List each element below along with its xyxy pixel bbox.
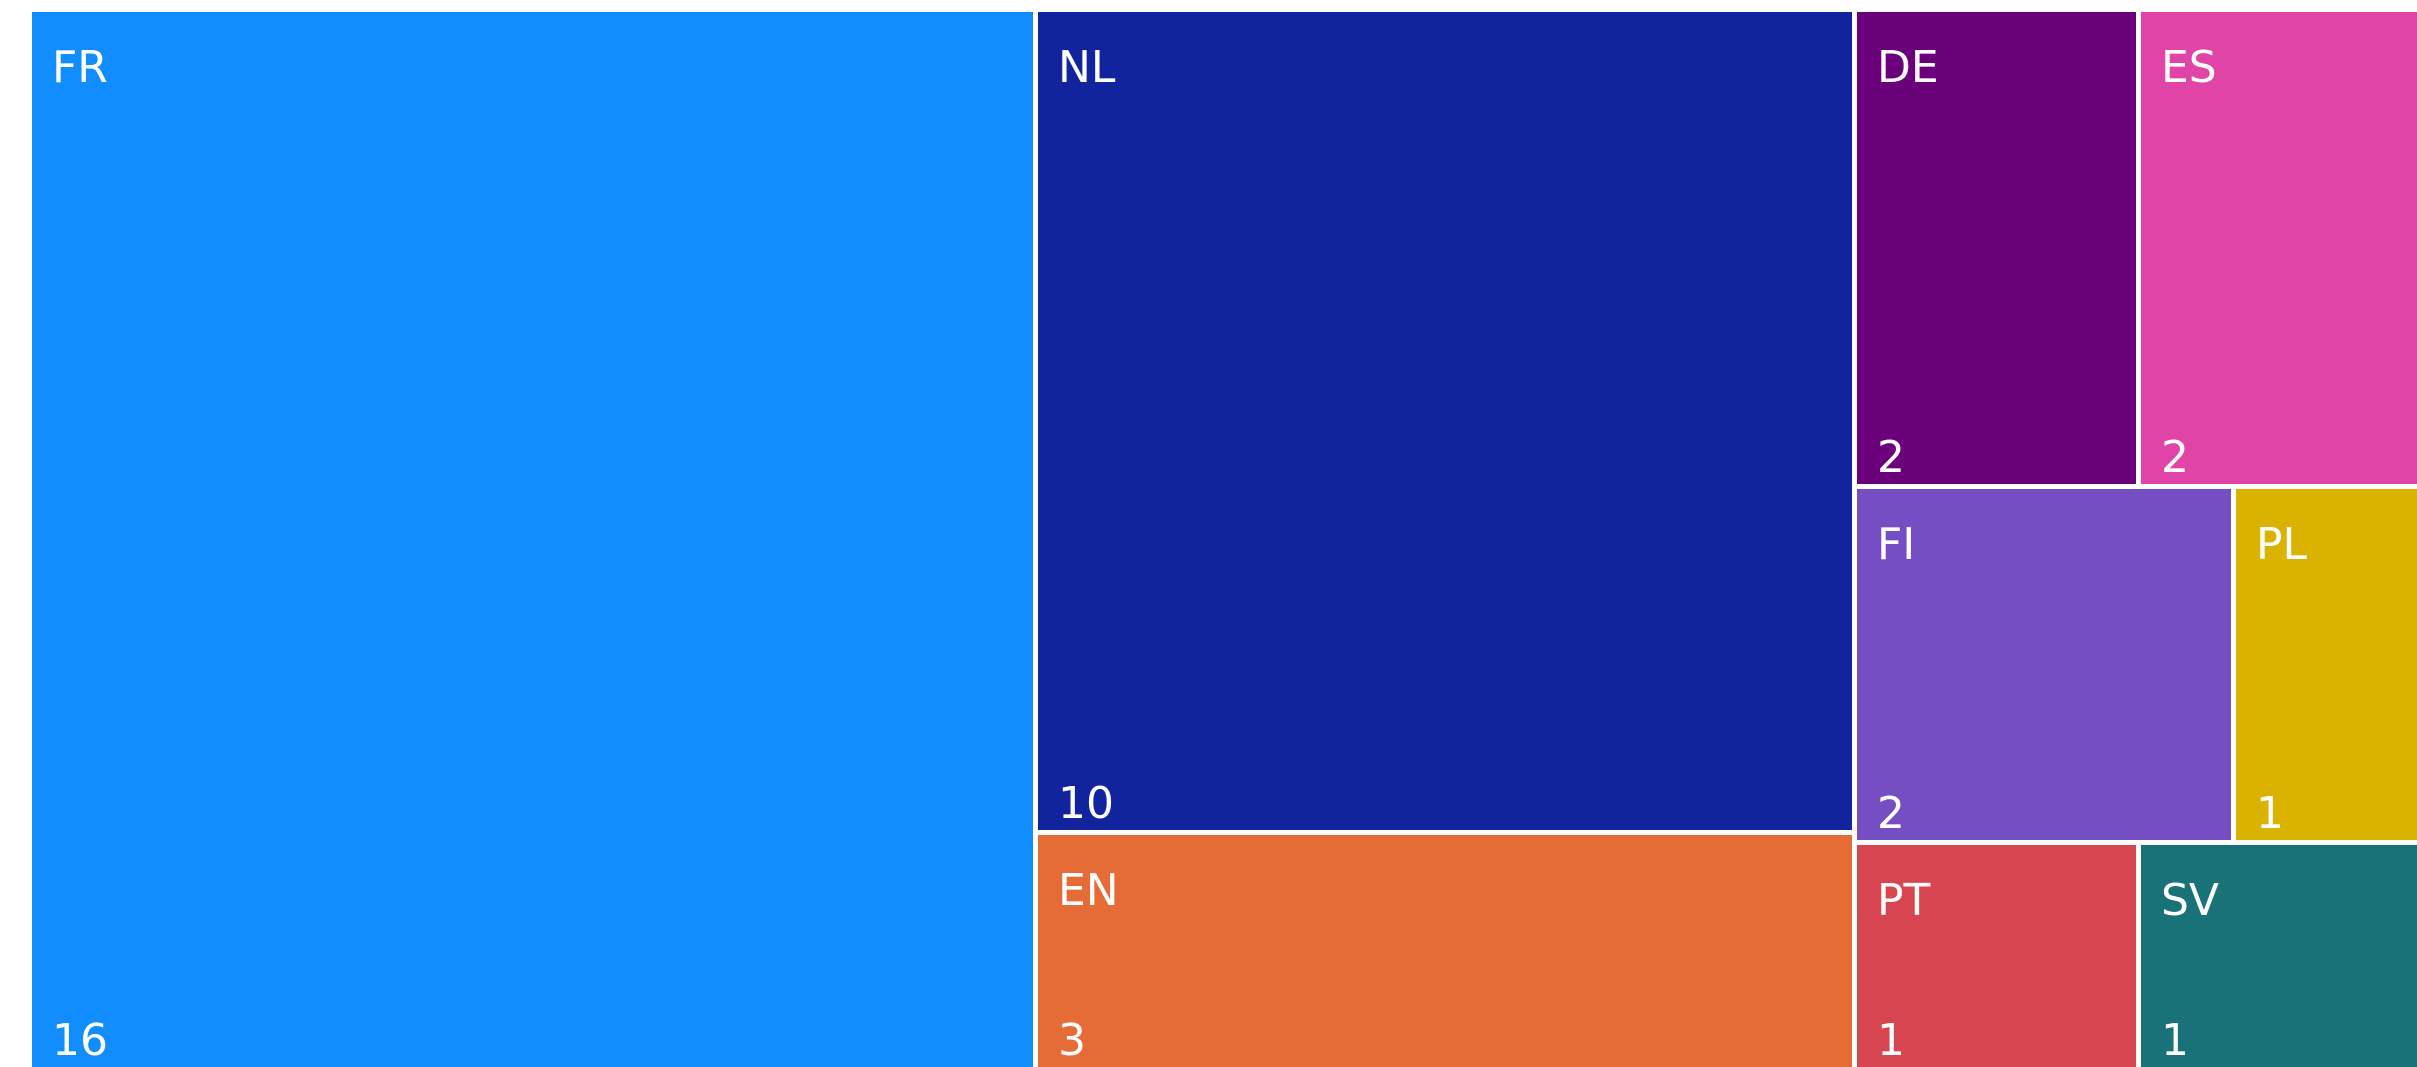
tile-label-pl: PL (2256, 519, 2308, 570)
tile-value-nl: 10 (1058, 778, 1114, 829)
tile-label-fi: FI (1877, 519, 1916, 570)
treemap-tile-sv[interactable]: SV 1 (2141, 845, 2417, 1067)
treemap-tile-fr[interactable]: FR 16 (32, 12, 1033, 1067)
tile-label-pt: PT (1877, 875, 1931, 926)
treemap-tile-es[interactable]: ES 2 (2141, 12, 2417, 484)
tile-label-nl: NL (1058, 42, 1116, 93)
tile-value-sv: 1 (2161, 1015, 2189, 1066)
tile-value-en: 3 (1058, 1015, 1086, 1066)
treemap-tile-pl[interactable]: PL 1 (2236, 489, 2417, 840)
tile-value-pt: 1 (1877, 1015, 1905, 1066)
tile-label-en: EN (1058, 865, 1119, 916)
treemap-tile-en[interactable]: EN 3 (1038, 835, 1852, 1067)
treemap-tile-nl[interactable]: NL 10 (1038, 12, 1852, 830)
treemap-tile-pt[interactable]: PT 1 (1857, 845, 2136, 1067)
tile-value-de: 2 (1877, 432, 1905, 483)
tile-value-pl: 1 (2256, 788, 2284, 839)
tile-label-sv: SV (2161, 875, 2220, 926)
tile-label-de: DE (1877, 42, 1939, 93)
treemap-tile-fi[interactable]: FI 2 (1857, 489, 2231, 840)
tile-value-fr: 16 (52, 1015, 108, 1066)
treemap-tile-de[interactable]: DE 2 (1857, 12, 2136, 484)
tile-label-fr: FR (52, 42, 108, 93)
tile-value-fi: 2 (1877, 788, 1905, 839)
tile-value-es: 2 (2161, 432, 2189, 483)
tile-label-es: ES (2161, 42, 2217, 93)
